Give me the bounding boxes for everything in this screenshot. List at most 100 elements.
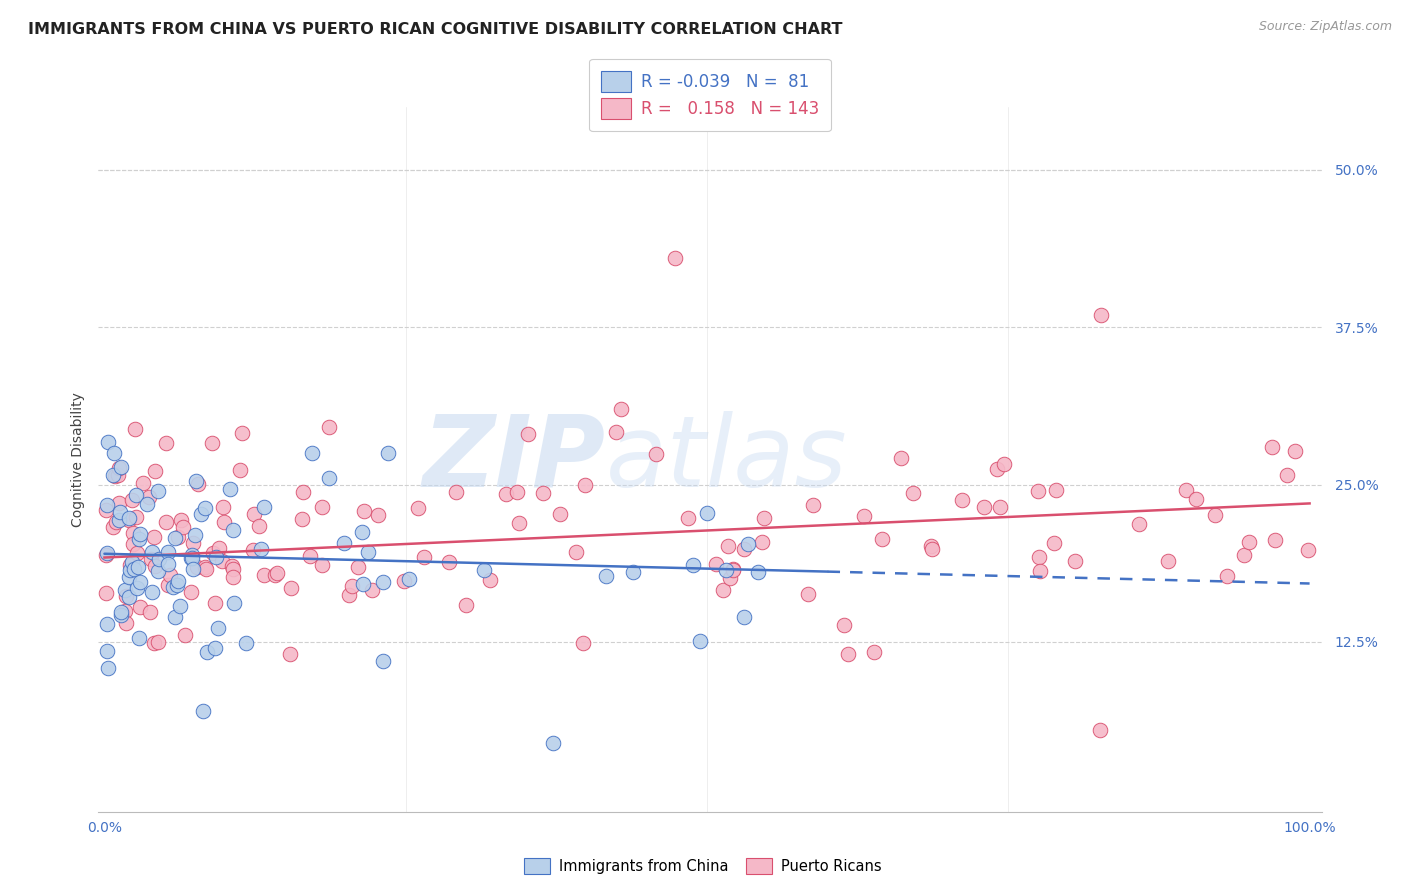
Point: [890, 450, 912, 465]
Point: [682, 558, 704, 572]
Point: [125, 509, 148, 524]
Text: Source: ZipAtlas.com: Source: ZipAtlas.com: [1258, 20, 1392, 33]
Point: [118, 510, 141, 524]
Point: [181, 551, 204, 566]
Point: [129, 526, 152, 541]
Point: [973, 500, 995, 514]
Point: [163, 531, 186, 545]
Point: [128, 575, 150, 590]
Point: [253, 567, 276, 582]
Point: [187, 477, 209, 491]
Point: [508, 516, 530, 531]
Point: [110, 459, 132, 474]
Point: [166, 578, 188, 592]
Point: [291, 511, 314, 525]
Point: [167, 530, 190, 544]
Point: [122, 537, 145, 551]
Point: [129, 599, 152, 614]
Point: [231, 425, 253, 440]
Point: [173, 628, 195, 642]
Point: [118, 513, 141, 527]
Point: [115, 615, 138, 630]
Point: [108, 505, 131, 519]
Point: [110, 605, 132, 619]
Point: [733, 542, 755, 557]
Point: [311, 500, 333, 515]
Point: [247, 518, 270, 533]
Point: [1261, 441, 1284, 455]
Point: [180, 585, 202, 599]
Point: [711, 583, 734, 598]
Point: [361, 582, 384, 597]
Point: [1128, 517, 1150, 532]
Point: [114, 583, 136, 598]
Point: [373, 654, 395, 668]
Point: [347, 559, 370, 574]
Point: [180, 548, 202, 562]
Point: [318, 471, 340, 485]
Point: [229, 463, 252, 477]
Point: [610, 402, 633, 417]
Point: [1028, 483, 1050, 498]
Point: [180, 550, 202, 565]
Point: [143, 559, 166, 574]
Point: [318, 420, 340, 434]
Point: [115, 589, 138, 603]
Point: [1029, 564, 1052, 578]
Point: [872, 533, 894, 547]
Point: [993, 457, 1015, 471]
Point: [141, 545, 163, 559]
Point: [146, 634, 169, 648]
Point: [128, 532, 150, 546]
Point: [242, 542, 264, 557]
Point: [1045, 483, 1067, 497]
Point: [754, 510, 776, 524]
Point: [221, 559, 243, 574]
Point: [108, 461, 131, 475]
Point: [125, 546, 148, 560]
Point: [990, 500, 1012, 514]
Point: [94, 502, 117, 516]
Point: [454, 598, 477, 612]
Point: [155, 515, 177, 529]
Point: [186, 474, 208, 488]
Point: [191, 704, 214, 718]
Point: [398, 572, 420, 586]
Point: [986, 462, 1008, 476]
Point: [103, 445, 125, 459]
Point: [211, 500, 233, 515]
Point: [157, 578, 180, 592]
Point: [97, 435, 120, 450]
Point: [901, 486, 924, 500]
Point: [1237, 535, 1260, 549]
Point: [121, 526, 143, 541]
Point: [110, 607, 132, 622]
Point: [97, 660, 120, 674]
Point: [1088, 723, 1111, 737]
Point: [101, 468, 124, 483]
Point: [117, 570, 139, 584]
Point: [1157, 554, 1180, 568]
Point: [205, 549, 228, 564]
Point: [301, 446, 323, 460]
Point: [250, 542, 273, 557]
Point: [472, 563, 495, 577]
Point: [676, 510, 699, 524]
Text: atlas: atlas: [606, 411, 848, 508]
Point: [920, 539, 942, 553]
Point: [195, 562, 218, 576]
Point: [96, 499, 118, 513]
Point: [201, 436, 224, 450]
Text: ZIP: ZIP: [423, 411, 606, 508]
Point: [170, 513, 193, 527]
Point: [1028, 549, 1050, 564]
Point: [751, 534, 773, 549]
Point: [104, 469, 127, 483]
Point: [1064, 554, 1087, 568]
Point: [224, 595, 246, 609]
Point: [167, 574, 190, 588]
Point: [207, 621, 229, 635]
Point: [801, 498, 824, 512]
Point: [696, 506, 718, 520]
Point: [242, 508, 264, 522]
